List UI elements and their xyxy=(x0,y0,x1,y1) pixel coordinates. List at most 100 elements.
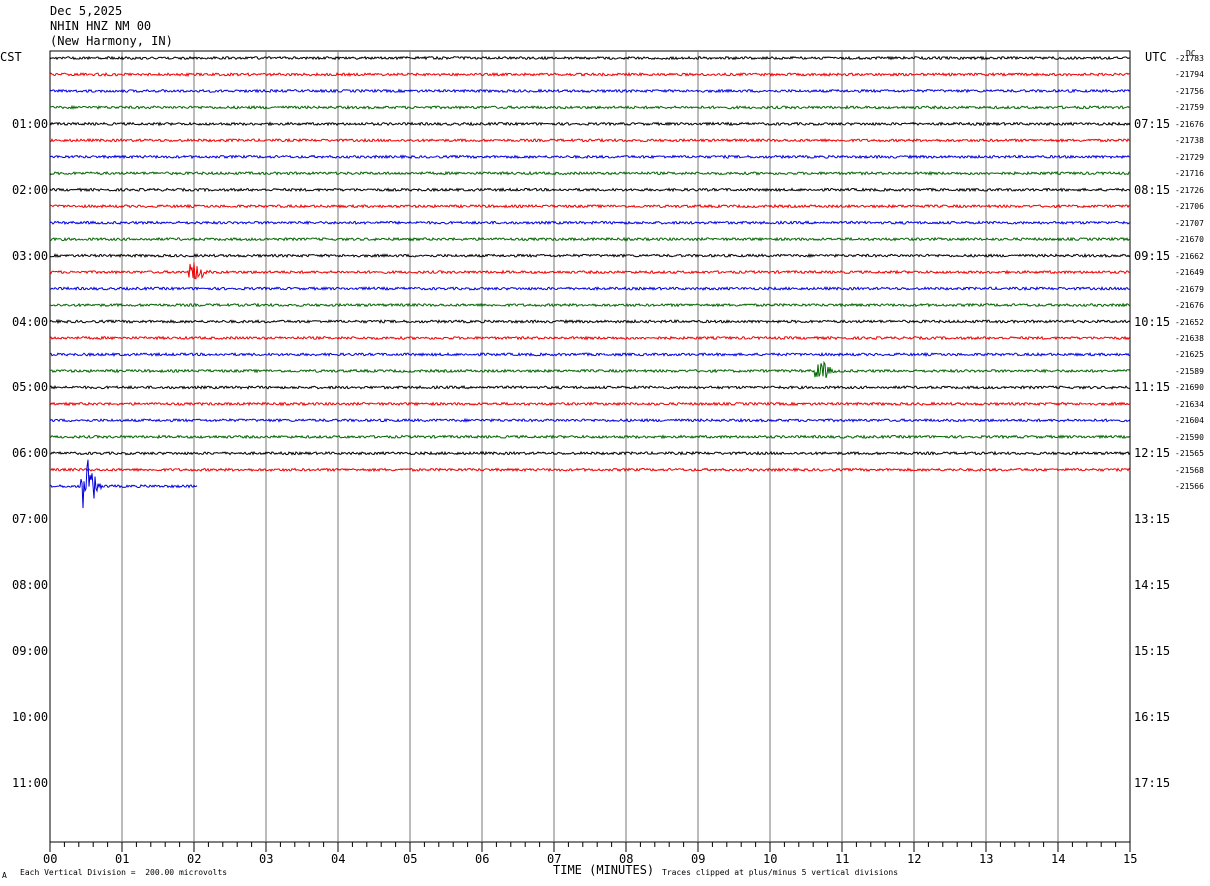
dc-label: DC xyxy=(1186,49,1196,58)
dc-offset-label: -21568 xyxy=(1175,465,1204,475)
clip-note: Traces clipped at plus/minus 5 vertical … xyxy=(662,868,899,877)
x-tick-label: 02 xyxy=(187,852,202,866)
seismic-trace xyxy=(49,137,1131,143)
corner-mark: A xyxy=(2,871,7,880)
dc-offset-label: -21759 xyxy=(1175,103,1204,113)
x-tick-label: 04 xyxy=(331,852,346,866)
right-hour-label: 13:15 xyxy=(1134,512,1171,527)
seismic-trace xyxy=(49,187,1131,193)
station-label: NHIN HNZ NM 00 xyxy=(50,19,152,33)
seismic-trace xyxy=(49,384,1131,390)
right-timezone-label: UTC xyxy=(1145,50,1167,64)
seismic-trace xyxy=(49,121,1131,127)
right-hour-label: 14:15 xyxy=(1134,578,1171,593)
dc-offset-label: -21738 xyxy=(1175,136,1204,146)
seismic-trace xyxy=(49,55,1131,61)
seismic-trace xyxy=(49,236,1131,242)
x-tick-label: 05 xyxy=(403,852,418,866)
seismic-trace xyxy=(49,417,1131,423)
seismic-trace xyxy=(49,335,1131,341)
dc-offset-label: -21589 xyxy=(1175,366,1204,376)
x-tick-label: 11 xyxy=(835,852,850,866)
scale-note: Each Vertical Division = 200.00 microvol… xyxy=(20,868,228,877)
seismic-trace xyxy=(49,318,1131,325)
dc-offset-label: -21729 xyxy=(1175,152,1204,162)
dc-offset-label: -21566 xyxy=(1175,482,1204,492)
x-tick-label: 01 xyxy=(115,852,130,866)
dc-offset-label: -21652 xyxy=(1175,317,1204,327)
left-hour-label: 11:00 xyxy=(12,775,49,790)
seismic-trace xyxy=(49,253,1131,259)
dc-offset-label: -21604 xyxy=(1175,416,1204,426)
dc-offset-label: -21670 xyxy=(1175,235,1204,245)
dc-offset-label: -21676 xyxy=(1175,119,1204,129)
seismic-trace xyxy=(49,88,1131,94)
x-tick-label: 03 xyxy=(259,852,274,866)
seismic-trace xyxy=(49,262,1131,280)
left-timezone-label: CST xyxy=(0,50,22,64)
dc-offset-label: -21676 xyxy=(1175,301,1204,311)
dc-offset-label: -21662 xyxy=(1175,251,1204,261)
right-hour-label: 10:15 xyxy=(1134,314,1171,329)
seismic-trace xyxy=(49,71,1131,78)
right-hour-label: 11:15 xyxy=(1134,380,1171,395)
dc-offset-label: -21794 xyxy=(1175,70,1204,80)
seismic-trace xyxy=(49,434,1131,440)
left-hour-label: 04:00 xyxy=(12,314,49,329)
location-label: (New Harmony, IN) xyxy=(50,34,173,48)
seismic-trace xyxy=(49,360,1131,379)
x-tick-label: 10 xyxy=(763,852,778,866)
right-hour-label: 12:15 xyxy=(1134,446,1171,461)
dc-offset-label: -21690 xyxy=(1175,383,1204,393)
seismic-trace xyxy=(49,170,1131,176)
x-tick-label: 13 xyxy=(979,852,994,866)
dc-offset-label: -21565 xyxy=(1175,449,1204,459)
x-tick-label: 09 xyxy=(691,852,706,866)
dc-offset-label: -21756 xyxy=(1175,86,1204,96)
dc-offset-label: -21707 xyxy=(1175,218,1204,228)
right-hour-label: 09:15 xyxy=(1134,248,1171,263)
seismic-trace xyxy=(49,220,1131,226)
x-tick-label: 06 xyxy=(475,852,490,866)
dc-offset-label: -21726 xyxy=(1175,185,1204,195)
x-tick-label: 14 xyxy=(1051,852,1066,866)
seismic-trace xyxy=(49,154,1130,160)
dc-offset-label: -21638 xyxy=(1175,333,1204,343)
right-hour-label: 15:15 xyxy=(1134,643,1171,658)
seismic-trace xyxy=(49,467,1131,473)
dc-offset-label: -21649 xyxy=(1175,268,1204,278)
x-tick-label: 07 xyxy=(547,852,562,866)
x-tick-label: 00 xyxy=(43,852,58,866)
left-hour-label: 05:00 xyxy=(12,380,49,395)
left-hour-label: 01:00 xyxy=(12,116,49,131)
left-hour-label: 07:00 xyxy=(12,512,49,527)
dc-offset-label: -21716 xyxy=(1175,169,1204,179)
dc-offset-label: -21590 xyxy=(1175,432,1204,442)
left-hour-label: 02:00 xyxy=(12,182,49,197)
seismic-trace xyxy=(49,203,1131,209)
seismic-trace xyxy=(49,459,198,509)
x-tick-label: 15 xyxy=(1123,852,1138,866)
left-hour-label: 03:00 xyxy=(12,248,49,263)
date-label: Dec 5,2025 xyxy=(50,4,123,18)
left-hour-label: 06:00 xyxy=(12,446,49,461)
left-hour-label: 09:00 xyxy=(12,643,49,658)
dc-offset-label: -21706 xyxy=(1175,202,1204,212)
seismic-trace xyxy=(49,401,1131,407)
left-hour-label: 08:00 xyxy=(12,578,49,593)
x-tick-label: 12 xyxy=(907,852,922,866)
dc-offset-label: -21634 xyxy=(1175,399,1204,409)
left-hour-label: 10:00 xyxy=(12,709,49,724)
x-axis-title: TIME (MINUTES) xyxy=(553,863,655,877)
plot-frame xyxy=(49,50,1131,843)
right-hour-label: 17:15 xyxy=(1134,775,1171,790)
seismic-trace xyxy=(49,351,1131,358)
dc-offset-label: -21625 xyxy=(1175,350,1204,360)
dc-offset-label: -21783 xyxy=(1175,54,1204,63)
seismic-trace xyxy=(49,104,1131,110)
x-tick-label: 08 xyxy=(619,852,634,866)
right-hour-label: 16:15 xyxy=(1134,709,1171,724)
dc-offset-label: -21679 xyxy=(1175,284,1204,294)
right-hour-label: 07:15 xyxy=(1134,116,1171,131)
